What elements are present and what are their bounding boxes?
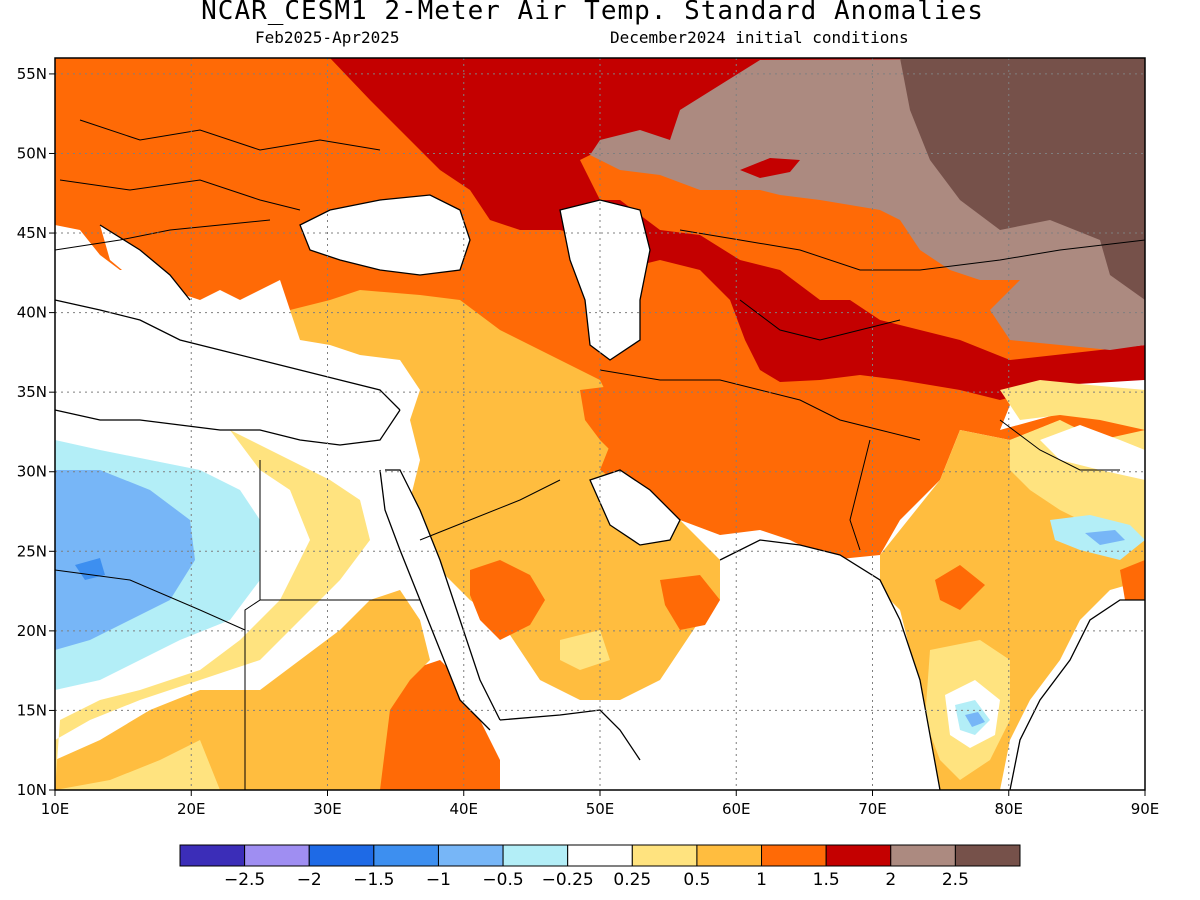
mask-gulf-aden: [500, 710, 600, 790]
region-orange-east-africa: [380, 660, 510, 790]
colorbar-swatch: [631, 844, 698, 867]
spot-orange-far-east: [1120, 560, 1145, 600]
chart-subtitle-period: Feb2025-Apr2025: [255, 28, 400, 47]
colorbar-label: 0.5: [683, 870, 710, 890]
lat-tick-label: 20N: [17, 622, 47, 640]
country-borders: [54, 119, 1146, 790]
spot-blue-india: [965, 712, 985, 727]
lat-tick-label: 55N: [17, 65, 47, 83]
lat-tick-label: 35N: [17, 383, 47, 401]
region-darkbrown-mongolia: [900, 58, 1145, 300]
spot-midblue-sahara: [75, 558, 105, 580]
region-lightorange-africa: [55, 590, 430, 790]
colorbar-swatch: [825, 844, 892, 867]
colorbar: −2.5 −2 −1.5 −1 −0.5 −0.25 0.25 0.5 1 1.5 2 2.5: [179, 844, 1021, 890]
colorbar-swatch: [696, 844, 763, 867]
lon-axis: 10E 20E 30E 40E 50E 60E 70E 80E 90E: [41, 790, 1160, 818]
colorbar-swatch: [954, 844, 1021, 867]
lat-tick-label: 10N: [17, 781, 47, 799]
mask-black-sea: [300, 195, 470, 275]
colorbar-label: −1: [426, 870, 451, 890]
mask-bay-bengal: [1010, 600, 1145, 790]
mask-arabian-sea: [600, 540, 940, 790]
spot-orange-india: [935, 565, 985, 610]
lon-tick-label: 80E: [994, 800, 1023, 818]
colorbar-label: −2: [297, 870, 322, 890]
colorbar-swatch: [502, 844, 569, 867]
region-darkred-central-asia: [330, 58, 1145, 400]
colorbar-label: −1.5: [353, 870, 394, 890]
spot-yellow-tibet: [1000, 380, 1145, 430]
lat-tick-label: 40N: [17, 304, 47, 322]
spot-yellow-africa-edge: [55, 740, 220, 790]
mask-red-sea-gulf: [380, 470, 500, 730]
lon-tick-label: 30E: [313, 800, 342, 818]
lat-tick-label: 30N: [17, 463, 47, 481]
mask-adriatic: [100, 225, 190, 305]
colorbar-label: −0.25: [542, 870, 594, 890]
colorbar-swatch: [308, 844, 375, 867]
lat-tick-label: 25N: [17, 542, 47, 560]
spot-darkred-kazakh: [740, 158, 800, 178]
region-blue-sahara: [55, 470, 195, 650]
colorbar-swatch: [761, 844, 827, 867]
colorbar-label: −2.5: [224, 870, 265, 890]
lon-tick-label: 90E: [1131, 800, 1160, 818]
colorbar-swatch: [567, 844, 633, 867]
colorbar-label: −0.5: [482, 870, 523, 890]
colorbar-label: 2.5: [942, 870, 969, 890]
mask-mediterranean: [55, 300, 400, 445]
mask-caspian: [560, 200, 650, 360]
coastlines: [54, 194, 1145, 791]
colorbar-swatch: [890, 844, 956, 867]
colorbar-swatch: [179, 844, 246, 867]
lon-tick-label: 50E: [586, 800, 615, 818]
chart-subtitle-init: December2024 initial conditions: [610, 28, 909, 47]
lat-tick-label: 50N: [17, 144, 47, 162]
spot-white-east-india: [1040, 425, 1145, 480]
lon-tick-label: 20E: [177, 800, 206, 818]
anomaly-field: [55, 58, 1145, 790]
colorbar-swatch: [373, 844, 439, 867]
spot-orange-arabia-1: [470, 560, 545, 640]
spot-orange-arabia-3: [660, 575, 720, 630]
chart-title: NCAR_CESM1 2-Meter Air Temp. Standard An…: [201, 0, 984, 26]
lon-tick-label: 70E: [858, 800, 887, 818]
lat-tick-label: 15N: [17, 701, 47, 719]
colorbar-label: 2: [885, 870, 896, 890]
lon-tick-label: 10E: [41, 800, 70, 818]
spot-yellow-arabia: [560, 630, 610, 670]
lat-axis: 55N 50N 45N 40N 35N 30N 25N 20N 15N 10N: [17, 65, 55, 799]
colorbar-label: 1: [756, 870, 767, 890]
colorbar-swatch: [437, 844, 504, 867]
lon-tick-label: 40E: [449, 800, 478, 818]
region-yellow-sahel: [55, 430, 370, 790]
colorbar-label: 1.5: [813, 870, 840, 890]
colorbar-swatch: [244, 844, 310, 867]
lon-tick-label: 60E: [722, 800, 751, 818]
region-lightorange-arabia: [290, 290, 720, 700]
grid-lines: [55, 58, 1145, 790]
spot-blue-east-india: [1085, 530, 1125, 545]
colorbar-label: 0.25: [613, 870, 651, 890]
lat-tick-label: 45N: [17, 224, 47, 242]
